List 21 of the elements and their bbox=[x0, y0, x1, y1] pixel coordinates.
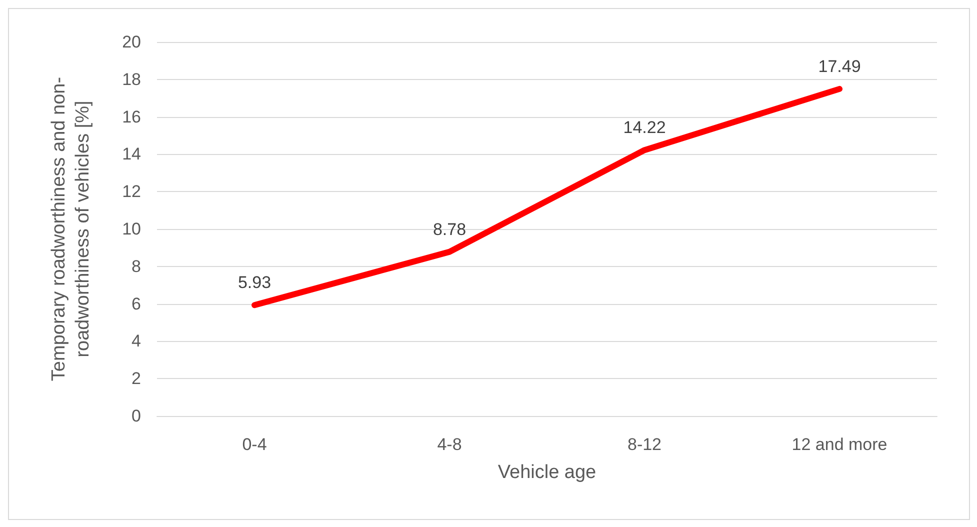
x-tick-label: 8-12 bbox=[627, 435, 662, 454]
y-tick-label: 16 bbox=[122, 107, 141, 126]
y-axis-title: Temporary roadworthiness and non-roadworthiness of vehicles [%] bbox=[48, 76, 94, 382]
data-label: 14.22 bbox=[623, 118, 666, 138]
y-tick-label: 2 bbox=[132, 369, 141, 388]
y-tick-label: 0 bbox=[132, 406, 141, 426]
x-tick-label: 12 and more bbox=[792, 435, 888, 454]
y-tick-label: 6 bbox=[132, 294, 141, 314]
x-tick-label: 4-8 bbox=[437, 435, 462, 454]
y-tick-label: 20 bbox=[122, 32, 141, 52]
y-tick-label: 8 bbox=[132, 256, 141, 276]
y-tick-label: 10 bbox=[122, 220, 141, 238]
y-tick-label: 14 bbox=[122, 144, 141, 164]
y-tick-label: 12 bbox=[122, 182, 141, 202]
data-label: 5.93 bbox=[238, 273, 272, 292]
y-tick-label: 18 bbox=[122, 70, 141, 89]
x-axis-title: Vehicle age bbox=[498, 462, 596, 483]
data-label: 17.49 bbox=[818, 56, 861, 76]
y-tick-label: 4 bbox=[132, 332, 141, 351]
x-tick-label: 0-4 bbox=[242, 435, 267, 454]
data-label: 8.78 bbox=[432, 220, 466, 239]
